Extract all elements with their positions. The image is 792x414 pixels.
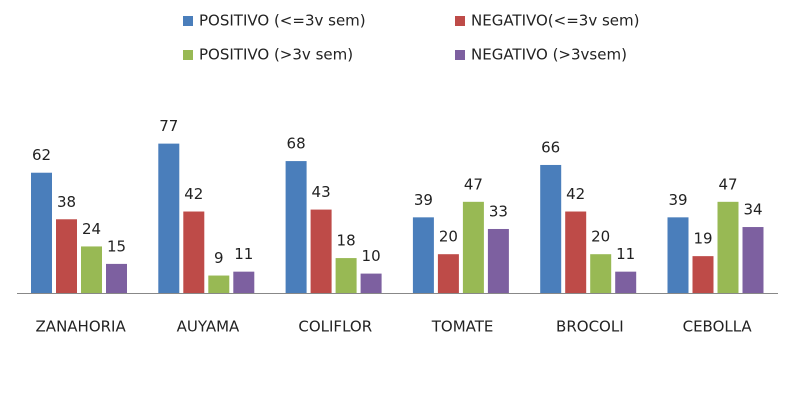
legend-label: NEGATIVO(<=3v sem) [471, 12, 640, 30]
data-label: 42 [184, 185, 203, 203]
data-label: 68 [287, 135, 306, 153]
bar [310, 209, 332, 293]
data-label: 77 [159, 117, 178, 135]
data-label: 42 [566, 185, 585, 203]
bar [487, 228, 509, 293]
legend-swatch [183, 50, 193, 60]
x-tick-label: BROCOLI [556, 318, 624, 336]
bar [590, 254, 612, 293]
x-tick-label: ZANAHORIA [36, 318, 127, 336]
bar [106, 263, 127, 293]
bar [31, 172, 52, 293]
data-label: 10 [362, 247, 381, 265]
bar [183, 211, 205, 293]
data-label: 24 [82, 220, 101, 238]
data-label: 34 [743, 201, 762, 219]
bar [158, 143, 180, 293]
data-label: 38 [57, 193, 76, 211]
legend-label: POSITIVO (<=3v sem) [199, 12, 366, 30]
data-label: 47 [718, 175, 737, 193]
data-label: 33 [489, 202, 508, 220]
legend-swatch [183, 16, 193, 26]
bar [56, 219, 77, 293]
x-tick-label: CEBOLLA [683, 318, 753, 336]
data-label: 66 [541, 138, 560, 156]
data-label: 62 [32, 146, 51, 164]
data-label: 20 [591, 228, 610, 246]
data-label: 15 [107, 237, 126, 255]
bar [335, 258, 357, 293]
data-label: 11 [234, 245, 253, 263]
legend-label: POSITIVO (>3v sem) [199, 46, 353, 64]
data-label: 20 [439, 228, 458, 246]
bar [285, 161, 307, 293]
x-tick-label: AUYAMA [177, 318, 240, 336]
data-label: 39 [414, 191, 433, 209]
data-label: 11 [616, 245, 635, 263]
bar [233, 271, 255, 293]
bar [742, 227, 764, 293]
legend-label: NEGATIVO (>3vsem) [471, 46, 627, 64]
data-label: 18 [337, 232, 356, 250]
x-tick-label: COLIFLOR [298, 318, 372, 336]
data-label: 43 [312, 183, 331, 201]
x-tick-label: TOMATE [431, 318, 494, 336]
bar [437, 254, 459, 293]
bar [565, 211, 587, 293]
legend-swatch [455, 50, 465, 60]
bar [717, 201, 739, 293]
bar [81, 246, 102, 293]
bar [360, 273, 382, 293]
data-label: 39 [668, 191, 687, 209]
bar [462, 201, 484, 293]
legend-swatch [455, 16, 465, 26]
bar [615, 271, 637, 293]
data-label: 47 [464, 175, 483, 193]
data-label: 19 [693, 230, 712, 248]
bar [208, 275, 230, 293]
bar [540, 164, 562, 293]
bar [667, 217, 689, 293]
data-label: 9 [214, 249, 224, 267]
bar [412, 217, 434, 293]
bar [692, 256, 714, 293]
